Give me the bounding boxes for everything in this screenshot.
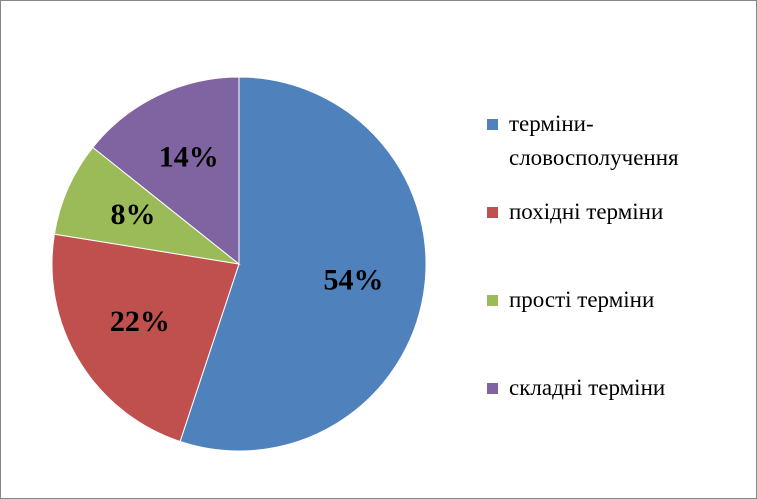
legend-swatch <box>487 295 498 306</box>
legend-item: складні терміни <box>487 371 737 459</box>
data-label: 14% <box>159 140 219 173</box>
pie-slice <box>179 76 427 452</box>
legend-label: складні терміни <box>509 375 666 400</box>
data-label: 8% <box>110 198 155 231</box>
data-label: 22% <box>110 305 170 338</box>
legend-label: похідні терміни <box>509 199 664 224</box>
pie-slice <box>92 76 240 266</box>
legend: терміни-словосполучення похідні терміни пр… <box>487 107 737 459</box>
legend-swatch <box>487 383 498 394</box>
pie-slice <box>53 146 241 265</box>
data-label: 54% <box>323 263 383 296</box>
legend-item: похідні терміни <box>487 195 737 283</box>
legend-label: терміни-словосполучення <box>509 111 679 170</box>
pie-slice <box>51 233 240 443</box>
legend-item: прості терміни <box>487 283 737 371</box>
legend-swatch <box>487 207 498 218</box>
legend-item: терміни-словосполучення <box>487 107 737 195</box>
legend-label: прості терміни <box>509 287 655 312</box>
legend-swatch <box>487 119 498 130</box>
